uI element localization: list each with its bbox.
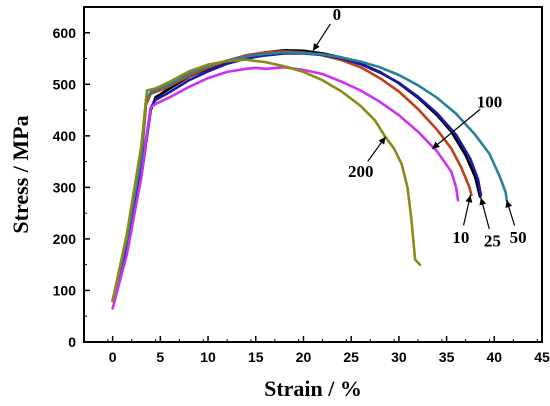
y-tick-label: 300 — [53, 179, 77, 195]
x-tick-label: 45 — [534, 349, 550, 365]
annotation-arrowhead — [432, 141, 440, 149]
x-tick-label: 35 — [439, 349, 455, 365]
tick-layer: 0 5 10 15 20 25 30 35 40 45 0 100 200 300 400 500 600 — [53, 25, 550, 365]
series-annotation-label: 10 — [452, 228, 469, 247]
y-tick-label: 100 — [53, 282, 77, 298]
series-line-50 — [111, 51, 508, 303]
y-axis-title: Stress / MPa — [8, 115, 33, 233]
plot-area-frame — [83, 6, 543, 343]
y-tick-label: 600 — [53, 25, 77, 41]
series-annotation-label: 100 — [477, 93, 503, 112]
x-tick-label: 0 — [109, 349, 117, 365]
y-tick-label: 500 — [53, 76, 77, 92]
annotation-arrowhead — [378, 136, 386, 145]
series-line-200 — [111, 58, 422, 303]
annotation-layer: 0 100 200 10 25 50 — [312, 5, 527, 251]
x-tick-label: 20 — [296, 349, 312, 365]
annotation-arrow-line — [431, 108, 481, 150]
series-layer — [111, 49, 508, 310]
y-tick-label: 400 — [53, 128, 77, 144]
series-annotation-label: 50 — [510, 228, 527, 247]
x-tick-label: 30 — [391, 349, 407, 365]
annotation-arrowhead — [313, 43, 320, 51]
x-tick-label: 10 — [200, 349, 216, 365]
annotation-arrowhead — [505, 200, 513, 208]
series-annotation-label: 25 — [484, 232, 501, 251]
annotation-arrowhead — [479, 197, 487, 206]
y-tick-label: 0 — [68, 334, 76, 350]
series-line-100 — [111, 66, 460, 310]
annotation-arrowhead — [465, 195, 473, 203]
x-tick-label: 40 — [487, 349, 503, 365]
x-tick-label: 5 — [156, 349, 164, 365]
y-tick-label: 200 — [53, 231, 77, 247]
series-annotation-label: 0 — [333, 5, 342, 24]
x-tick-label: 15 — [248, 349, 264, 365]
x-tick-label: 25 — [343, 349, 359, 365]
x-axis-title: Strain / % — [264, 376, 362, 401]
series-annotation-label: 200 — [348, 162, 374, 181]
